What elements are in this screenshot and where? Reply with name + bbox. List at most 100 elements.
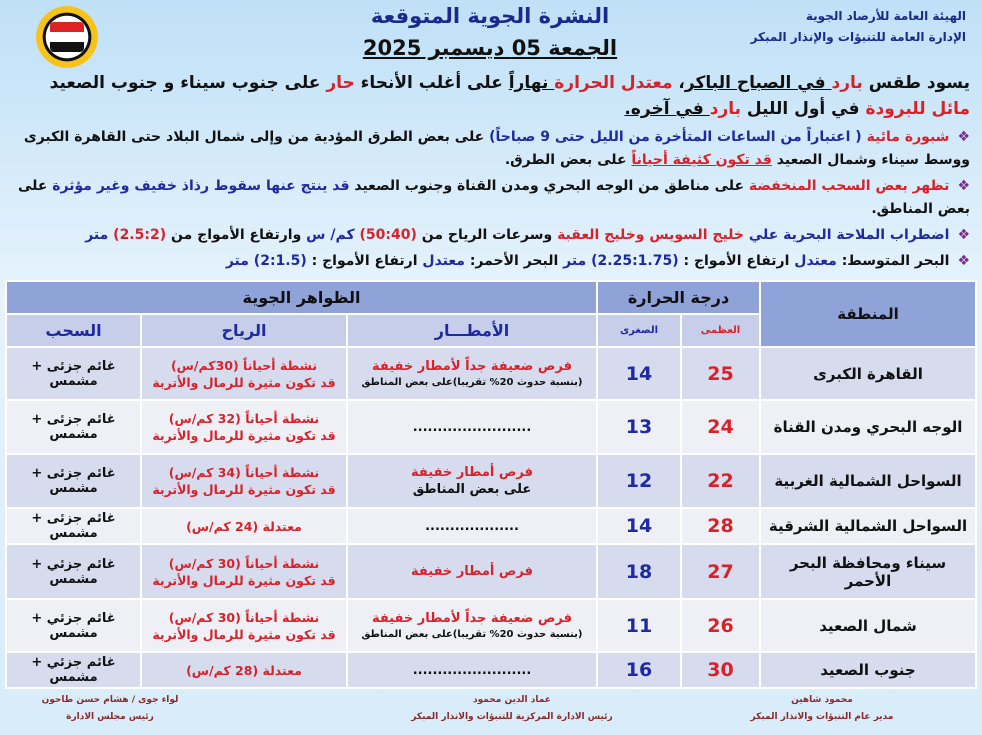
header-region: المنطقة (759, 280, 977, 348)
table-row: سيناء ومحافظة البحر الأحمر 27 18 فرص أمطار … (5, 543, 977, 600)
clouds-cell: غائم جزئى + مشمس (5, 399, 142, 455)
text-segment: بارد (709, 99, 742, 119)
bullet-icon: ❖ (957, 129, 970, 145)
region-cell: السواحل الشمالية الغربية (759, 453, 977, 509)
min-temp: 13 (596, 399, 682, 455)
header-wind: الرياح (140, 313, 348, 348)
table-row: السواحل الشمالية الشرقية 28 14............… (5, 507, 977, 545)
rain-note: على بعض المناطق (412, 482, 532, 497)
text-segment: على جنوب سيناء و جنوب الصعيد (49, 73, 327, 93)
rain-text: ........................ (412, 662, 532, 678)
min-temp: 14 (596, 346, 682, 401)
rain-cell: ........................ (346, 651, 598, 689)
clouds-cell: غائم جزئى + مشمس (5, 507, 142, 545)
signatures: محمود شاهين مدير عام التنبؤات والانذار ال… (0, 692, 982, 730)
bullet-marine: ❖ اضطراب الملاحة البحرية علي خليج السويس … (10, 224, 970, 247)
text-segment: في أول الليل (741, 99, 866, 119)
max-temp: 26 (680, 598, 761, 653)
table-row: الوجه البحري ومدن القناة 24 13............… (5, 399, 977, 455)
text-segment: خليج السويس وخليج العقبة (557, 227, 744, 243)
organization: الهيئة العامة للأرصاد الجوية الإدارة الع… (696, 6, 966, 48)
text-segment: البحر المتوسط: (836, 253, 950, 269)
text-segment: اضطراب الملاحة البحرية علي (743, 227, 950, 243)
wind-note: قد تكون مثيرة للرمال والأتربة (152, 428, 336, 443)
wind-text: نشطة أحياناً (32 كم/س) (168, 411, 320, 426)
org-name: الهيئة العامة للأرصاد الجوية (805, 9, 966, 23)
text-segment: قد تكون كثيفة أحياناً (631, 152, 772, 168)
text-segment: (2:1.5) متر (225, 253, 307, 269)
text-segment: على مناطق من الوجه البحري ومدن القناة وج… (349, 178, 749, 194)
text-segment: (2.25:1.75) متر (563, 253, 679, 269)
summary-paragraph: يسود طقس بارد في الصباح الباكر، معتدل ال… (10, 70, 970, 122)
wind-note: قد تكون مثيرة للرمال والأتربة (152, 374, 336, 390)
text-segment: نهاراً (508, 73, 555, 93)
text-segment: قد ينتج عنها سقوط رذاذ خفيف وغير مؤثرة (52, 178, 350, 194)
max-temp: 30 (680, 651, 761, 689)
rain-text: فرص أمطار خفيفة (411, 465, 533, 480)
wind-note: قد تكون مثيرة للرمال والأتربة (152, 482, 336, 497)
text-segment: على بعض الطرق المؤدية من وإلى شمال البلا… (23, 129, 970, 168)
bullet-seas: ❖ البحر المتوسط: معتدل ارتفاع الأمواج : (… (10, 250, 970, 273)
text-segment: ( اعتباراً من الساعات المتأخرة من الليل … (489, 129, 867, 145)
min-temp: 14 (596, 507, 682, 545)
rain-text: فرص ضعيفة جداً لأمطار خفيفة (371, 610, 572, 626)
header-max: العظمى (680, 313, 761, 348)
table-row: شمال الصعيد 26 11 فرص ضعيفة جداً لأمطار خفي… (5, 598, 977, 653)
org-department: الإدارة العامة للتنبؤات والإنذار المبكر (750, 30, 966, 44)
wind-cell: نشطة أحياناً (30 كم/س) قد تكون مثيرة للرم… (140, 543, 348, 600)
min-temp: 18 (596, 543, 682, 600)
signature-title: رئيس الادارة المركزية للتنبؤات والانذار … (411, 712, 613, 722)
rain-text: ................... (425, 518, 519, 534)
clouds-cell: غائم جزئي + مشمس (5, 651, 142, 689)
rain-note: (بنسبة حدوث 20% تقريبا)على بعض المناطق (361, 628, 583, 640)
rain-cell: فرص ضعيفة جداً لأمطار خفيفة (بنسبة حدوث 2… (346, 346, 598, 401)
wind-note: قد تكون مثيرة للرمال والأتربة (152, 572, 336, 588)
text-segment: حار (326, 73, 355, 93)
wind-text: معتدلة (28 كم/س) (186, 662, 302, 678)
wind-cell: نشطة أحياناً (30كم/س) قد تكون مثيرة للرما… (140, 346, 348, 401)
rain-cell: ........................ (346, 399, 598, 455)
wind-cell: نشطة أحياناً (30 كم/س) قد تكون مثيرة للرم… (140, 598, 348, 653)
rain-text: فرص أمطار خفيفة (411, 564, 533, 579)
header-min: الصغرى (596, 313, 682, 348)
text-segment: تظهر بعض السحب المنخفضة (748, 178, 950, 194)
max-temp: 27 (680, 543, 761, 600)
text-segment: ، (672, 73, 685, 93)
wind-text: نشطة أحياناً (30 كم/س) (168, 609, 320, 625)
clouds-cell: غائم جزئي + مشمس (5, 543, 142, 600)
wind-text: نشطة أحياناً (34 كم/س) (168, 465, 320, 480)
text-segment: ارتفاع الأمواج : (678, 253, 795, 269)
text-segment: وسرعات الرياح من (416, 227, 558, 243)
text-segment: على بعض الطرق. (504, 152, 632, 168)
bullet-icon: ❖ (957, 178, 970, 194)
table-row: جنوب الصعيد 30 16........................ م… (5, 651, 977, 689)
rain-note: (بنسبة حدوث 20% تقريبا)على بعض المناطق (361, 376, 583, 388)
max-temp: 28 (680, 507, 761, 545)
text-segment: (2.5:2) (113, 227, 167, 243)
ema-logo (36, 6, 98, 68)
signature-title: مدير عام التنبؤات والانذار المبكر (750, 712, 894, 722)
text-segment: البحر الأحمر: (464, 253, 564, 269)
rain-cell: ................... (346, 507, 598, 545)
text-segment: شبورة مائية (866, 129, 950, 145)
min-temp: 16 (596, 651, 682, 689)
bullet-icon: ❖ (957, 227, 970, 243)
forecast-table: المنطقة درجة الحرارة الظواهر الجوية العظ… (5, 280, 977, 689)
wind-cell: نشطة أحياناً (32 كم/س) قد تكون مثيرة للرم… (140, 399, 348, 455)
text-segment: على بعض المناطق. (17, 178, 970, 217)
clouds-cell: غائم جزئى + مشمس (5, 453, 142, 509)
text-segment: معتدل (422, 253, 465, 269)
page-title: النشرة الجوية المتوقعة (370, 4, 610, 28)
wind-text: معتدلة (24 كم/س) (186, 518, 302, 534)
text-segment: على أغلب الأنحاء (354, 73, 509, 93)
table-container: المنطقة درجة الحرارة الظواهر الجوية العظ… (0, 276, 982, 689)
rain-cell: فرص ضعيفة جداً لأمطار خفيفة (بنسبة حدوث 2… (346, 598, 598, 653)
bullet-icon: ❖ (957, 253, 970, 269)
wind-cell: معتدلة (24 كم/س) (140, 507, 348, 545)
bulletin-text: يسود طقس بارد في الصباح الباكر، معتدل ال… (0, 68, 982, 273)
clouds-cell: غائم جزئي + مشمس (5, 598, 142, 653)
signature-title: رئيس مجلس الادارة (66, 712, 154, 722)
header-rain: الأمطـــار (346, 313, 598, 348)
text-segment: يسود طقس (862, 73, 970, 93)
signature-name: لواء جوى / هشام حسن طاحون (41, 695, 179, 705)
